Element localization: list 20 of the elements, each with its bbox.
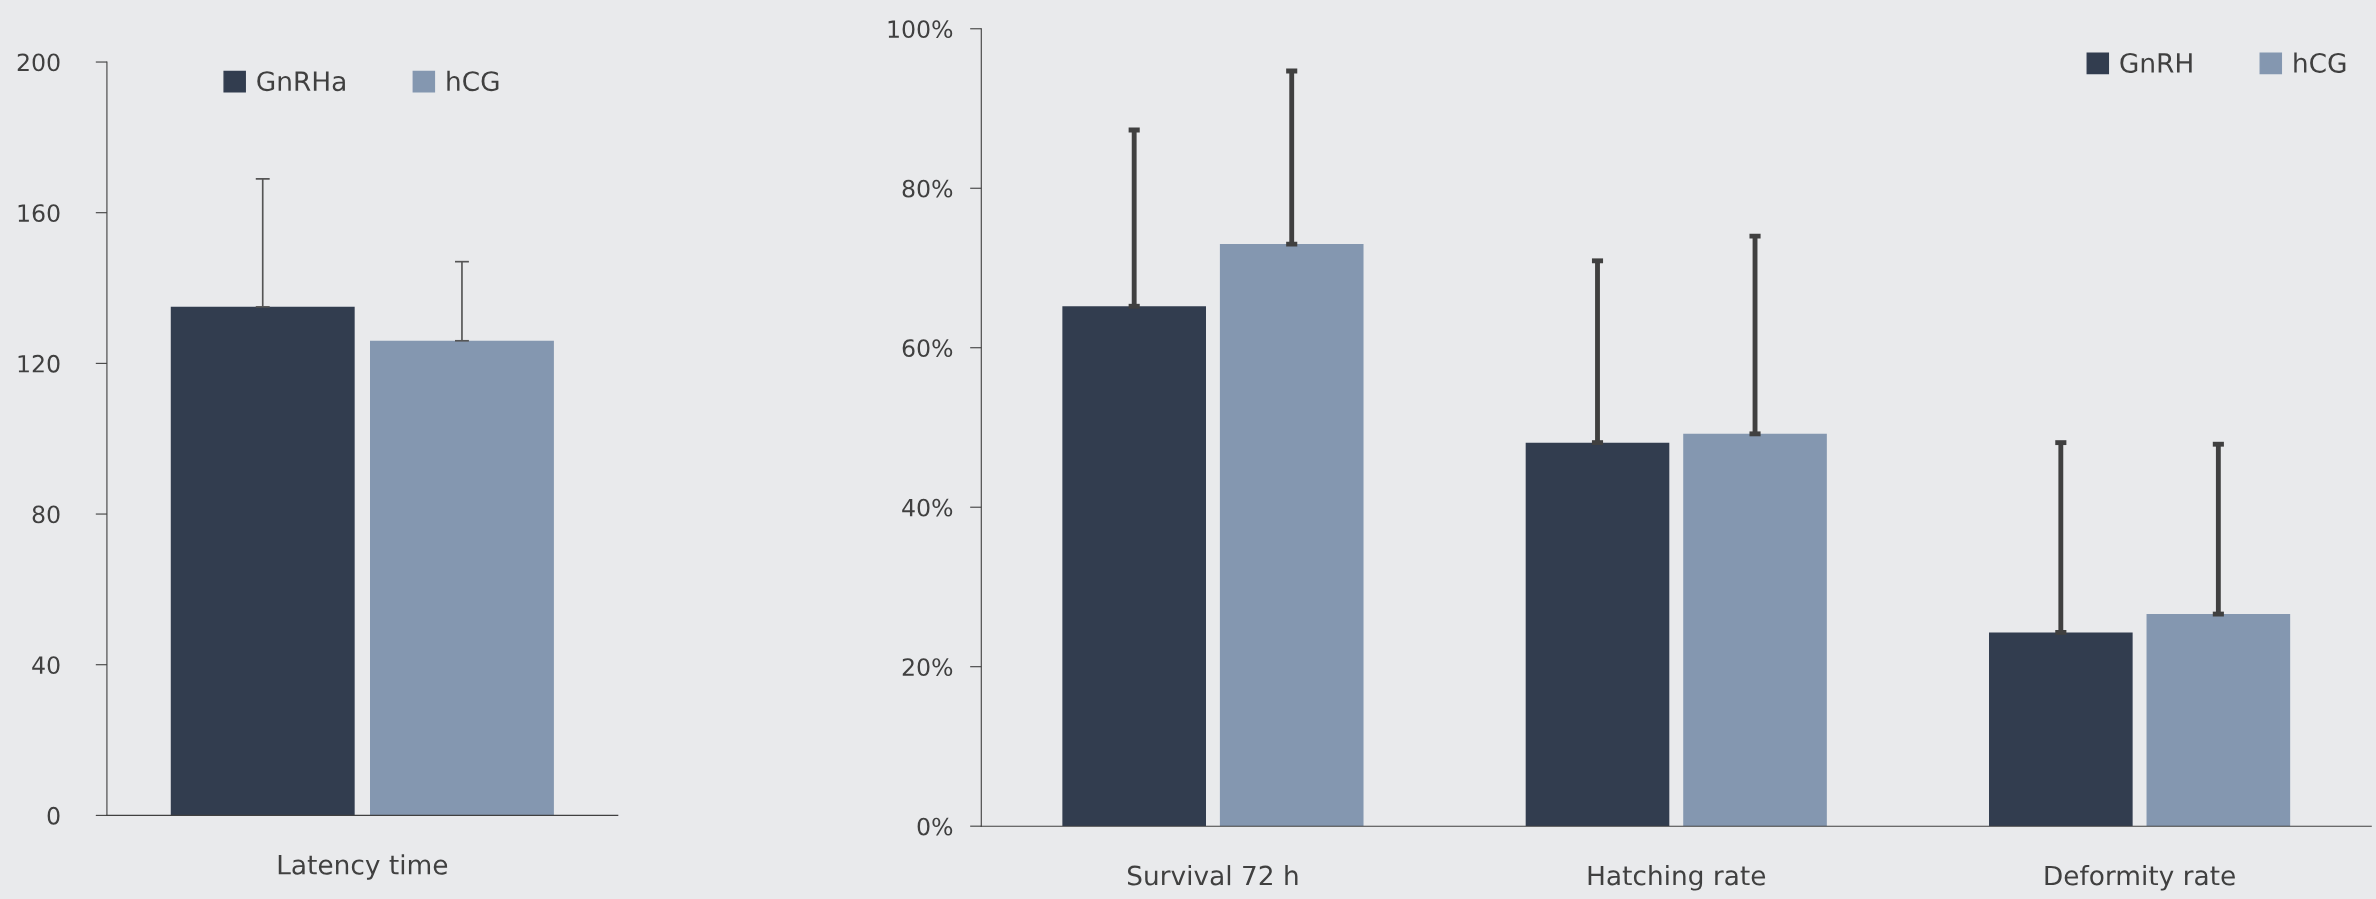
y-tick-label: 0 (47, 806, 60, 825)
x-tick-label: Deformity rate (2045, 865, 2235, 891)
legend-label: GnRHa (257, 71, 345, 92)
legend-label: hCG (2294, 52, 2346, 73)
y-tick-label: 60% (902, 339, 953, 358)
legend-label: hCG (447, 70, 499, 92)
y-tick-label: 20% (902, 658, 953, 676)
y-tick-label: 0% (917, 817, 953, 836)
y-tick-label: 40% (902, 498, 953, 517)
x-tick-label: Hatching rate (1588, 865, 1766, 891)
y-tick-label: 120 (18, 354, 60, 373)
y-tick-label: 200 (17, 53, 60, 72)
x-tick-label: Survival 72 h (1127, 865, 1298, 886)
legend-label: GnRH (2120, 52, 2192, 73)
y-tick-label: 80% (902, 179, 953, 198)
y-tick-label: 160 (18, 204, 60, 223)
y-tick-label: 100% (888, 20, 953, 39)
y-tick-label: 40 (32, 656, 60, 675)
y-tick-label: 80 (32, 505, 60, 524)
x-tick-label: Latency time (278, 854, 448, 880)
